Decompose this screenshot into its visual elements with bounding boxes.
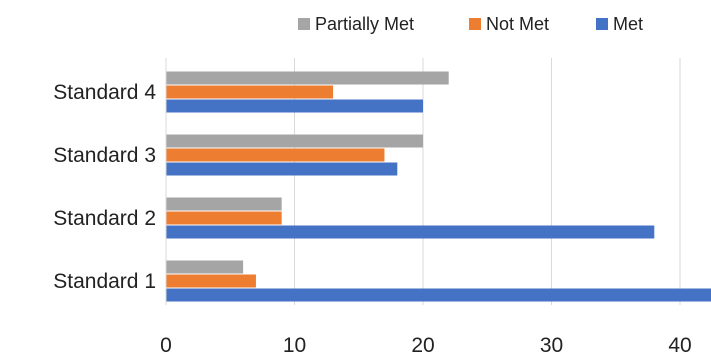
x-tick-label-20: 20 — [411, 334, 434, 357]
x-tick-label-10: 10 — [283, 334, 306, 357]
category-label-standard-2: Standard 2 — [53, 207, 156, 230]
category-label-standard-4: Standard 4 — [53, 81, 156, 104]
chart-legend: Partially Met Not Met Met — [0, 12, 711, 36]
x-tick-label-0: 0 — [160, 334, 172, 357]
legend-swatch-not-met — [469, 18, 481, 30]
x-tick-label-40: 40 — [668, 334, 691, 357]
bar-standard-2-partially-met — [166, 197, 282, 211]
legend-label-not-met: Not Met — [486, 13, 550, 34]
legend-label-met: Met — [613, 13, 644, 34]
category-label-standard-3: Standard 3 — [53, 144, 156, 167]
bar-standard-1-met — [166, 288, 711, 302]
bar-standard-3-partially-met — [166, 134, 423, 148]
bar-standard-1-partially-met — [166, 260, 244, 274]
legend-swatch-met — [596, 18, 608, 30]
bar-standard-1-not-met — [166, 274, 256, 288]
bar-standard-4-partially-met — [166, 71, 449, 85]
legend-item-not-met: Not Met — [469, 12, 549, 36]
bar-standard-2-met — [166, 225, 655, 239]
bar-standard-3-met — [166, 162, 398, 176]
x-tick-label-30: 30 — [540, 334, 563, 357]
legend-item-met: Met — [596, 12, 643, 36]
legend-item-partially-met: Partially Met — [298, 12, 414, 36]
bar-standard-2-not-met — [166, 211, 282, 225]
category-label-standard-1: Standard 1 — [53, 270, 156, 293]
bar-standard-3-not-met — [166, 148, 385, 162]
bar-standard-4-not-met — [166, 85, 334, 99]
legend-swatch-partially-met — [298, 18, 310, 30]
bar-standard-4-met — [166, 99, 423, 113]
legend-label-partially-met: Partially Met — [315, 13, 415, 34]
